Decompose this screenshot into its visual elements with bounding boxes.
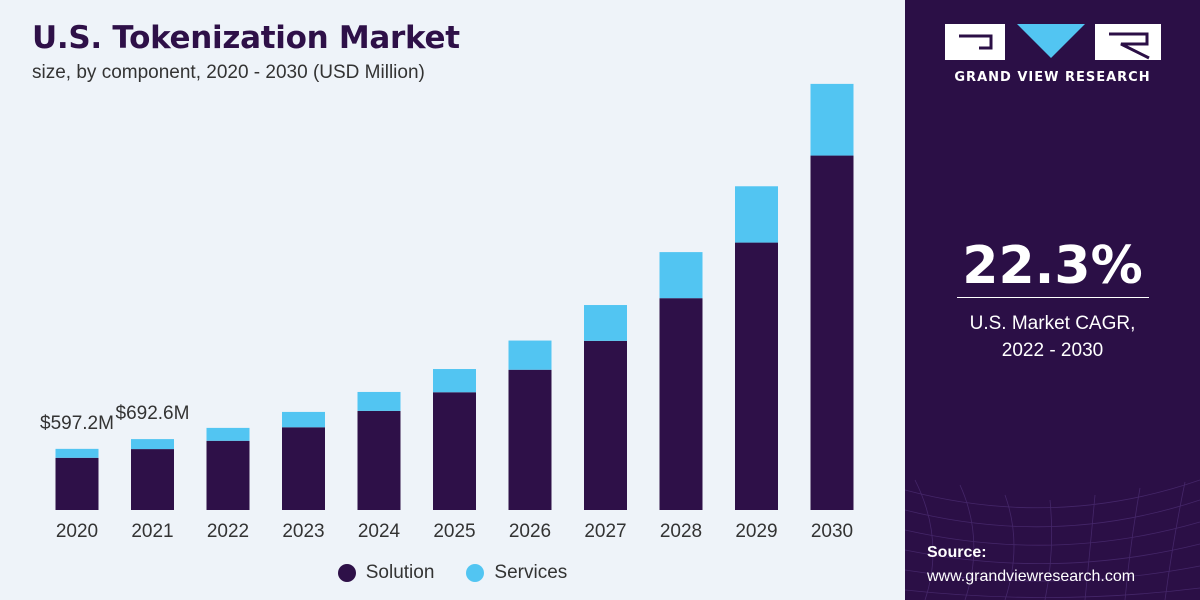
legend-item-services: Services (466, 562, 567, 584)
bar-solution-2021 (131, 449, 174, 510)
bar-solution-2027 (584, 340, 627, 510)
x-tick-label-2027: 2027 (584, 521, 626, 542)
x-tick-label-2024: 2024 (358, 521, 401, 542)
data-label-2020: $597.2M (40, 413, 114, 434)
bar-solution-2023 (282, 427, 325, 510)
cagr-divider (957, 297, 1149, 298)
bar-services-2022 (206, 427, 250, 441)
bar-solution-2029 (735, 242, 778, 511)
x-tick-label-2030: 2030 (811, 521, 853, 542)
bar-solution-2028 (659, 298, 703, 510)
stacked-bar-chart: 2020 2021 2022 2023 2024 2025 2026 2027 2028 2029… (40, 83, 854, 542)
source-url[interactable]: www.grandviewresearch.com (927, 568, 1136, 585)
legend-item-solution: Solution (337, 562, 435, 584)
cagr-label-line1: U.S. Market CAGR, (969, 313, 1136, 334)
bar-solution-2025 (433, 392, 476, 510)
data-label-2021: $692.6M (116, 403, 190, 424)
x-tick-label-2026: 2026 (509, 521, 551, 542)
bar-services-2021 (131, 439, 174, 450)
bar-services-2026 (508, 340, 552, 370)
bar-solution-2024 (357, 410, 401, 510)
x-tick-label-2029: 2029 (735, 521, 777, 542)
x-tick-label-2020: 2020 (56, 521, 98, 542)
cagr-label: U.S. Market CAGR, 2022 - 2030 (905, 310, 1200, 364)
bar-solution-2022 (206, 440, 250, 510)
x-tick-label-2028: 2028 (660, 521, 702, 542)
source-label: Source: (927, 544, 987, 561)
bar-services-2020 (55, 448, 99, 458)
bar-services-2030 (810, 83, 854, 156)
chart-subtitle: size, by component, 2020 - 2030 (USD Mil… (32, 62, 425, 83)
bar-solution-2026 (508, 369, 552, 510)
bar-solution-2030 (810, 155, 854, 511)
legend-marker-services (466, 564, 485, 582)
brand-name: GRAND VIEW RESEARCH (954, 70, 1151, 85)
bar-solution-2020 (55, 457, 99, 510)
x-tick-label-2023: 2023 (282, 521, 324, 542)
cagr-value: 22.3% (962, 236, 1143, 296)
x-tick-label-2025: 2025 (433, 521, 475, 542)
bar-services-2029 (735, 186, 778, 243)
x-tick-label-2021: 2021 (131, 521, 173, 542)
bar-services-2023 (282, 411, 325, 428)
x-tick-label-2022: 2022 (207, 521, 249, 542)
grand-view-research-logo (945, 24, 1161, 60)
legend-label-solution: Solution (365, 562, 435, 583)
legend-marker-solution (337, 564, 356, 582)
info-panel: GRAND VIEW RESEARCH 22.3% U.S. Market CA… (905, 0, 1200, 600)
bar-services-2024 (357, 391, 401, 411)
bar-services-2027 (584, 305, 627, 341)
bar-services-2025 (433, 369, 476, 393)
cagr-label-line2: 2022 - 2030 (1001, 340, 1104, 361)
grid-decoration (905, 479, 1200, 600)
chart-legend: Solution Services (0, 562, 905, 584)
chart-title: U.S. Tokenization Market (32, 20, 460, 56)
legend-label-services: Services (494, 562, 568, 583)
bar-services-2028 (659, 252, 703, 299)
chart-area: U.S. Tokenization Market size, by compon… (0, 20, 905, 584)
